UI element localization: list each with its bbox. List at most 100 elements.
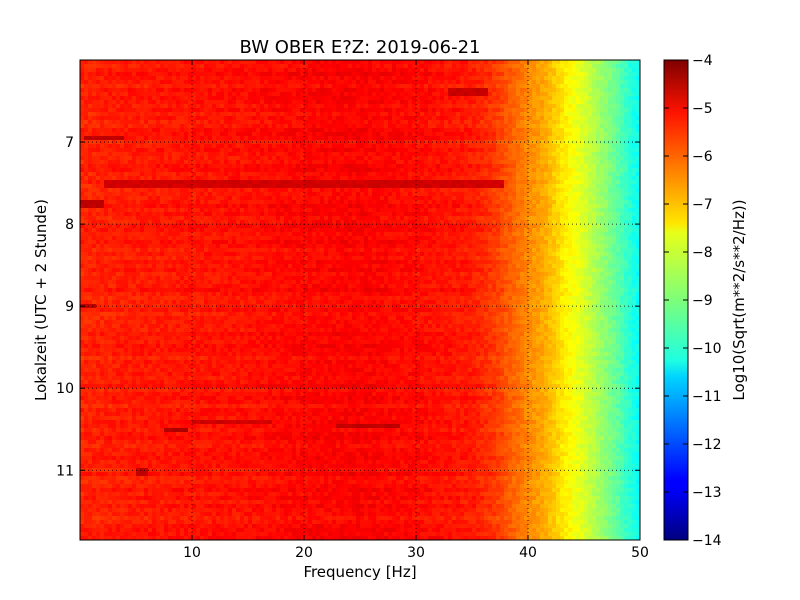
heatmap-cell — [436, 124, 441, 129]
heatmap-cell — [564, 116, 569, 121]
heatmap-cell — [272, 60, 277, 65]
heatmap-cell — [96, 80, 101, 85]
heatmap-cell — [564, 168, 569, 173]
heatmap-cell — [152, 196, 157, 201]
heatmap-cell — [564, 120, 569, 125]
heatmap-cell — [88, 200, 93, 205]
heatmap-cell — [308, 140, 313, 145]
heatmap-cell — [144, 140, 149, 145]
heatmap-cell — [376, 96, 381, 101]
heatmap-cell — [212, 104, 217, 109]
heatmap-cell — [432, 200, 437, 205]
heatmap-cell — [136, 80, 141, 85]
heatmap-cell — [548, 88, 553, 93]
heatmap-cell — [464, 88, 469, 93]
heatmap-cell — [504, 144, 509, 149]
heatmap-cell — [512, 104, 517, 109]
heatmap-cell — [204, 80, 209, 85]
heatmap-cell — [564, 108, 569, 113]
heatmap-cell — [80, 132, 85, 137]
heatmap-cell — [156, 108, 161, 113]
heatmap-cell — [252, 76, 257, 81]
heatmap-cell — [488, 92, 493, 97]
heatmap-cell — [524, 180, 529, 185]
heatmap-cell — [240, 192, 245, 197]
heatmap-cell — [284, 164, 289, 169]
heatmap-cell — [204, 196, 209, 201]
heatmap-cell — [180, 92, 185, 97]
heatmap-cell — [584, 124, 589, 129]
heatmap-cell — [636, 108, 640, 113]
heatmap-cell — [580, 60, 585, 65]
heatmap-cell — [192, 176, 197, 181]
heatmap-cell — [404, 76, 409, 81]
heatmap-cell — [464, 112, 469, 117]
heatmap-cell — [156, 160, 161, 165]
heatmap-cell — [368, 188, 373, 193]
heatmap-cell — [80, 172, 85, 177]
heatmap-cell — [384, 168, 389, 173]
heatmap-cell — [348, 108, 353, 113]
heatmap-cell — [252, 176, 257, 181]
heatmap-cell — [552, 68, 557, 73]
heatmap-cell — [84, 180, 89, 185]
heatmap-cell — [372, 148, 377, 153]
heatmap-cell — [352, 80, 357, 85]
heatmap-cell — [608, 128, 613, 133]
heatmap-cell — [84, 100, 89, 105]
heatmap-cell — [176, 140, 181, 145]
heatmap-cell — [144, 200, 149, 205]
heatmap-cell — [128, 100, 133, 105]
heatmap-cell — [364, 156, 369, 161]
heatmap-cell — [624, 80, 629, 85]
heatmap-cell — [548, 140, 553, 145]
heatmap-cell — [424, 152, 429, 157]
heatmap-cell — [260, 72, 265, 77]
heatmap-cell — [360, 140, 365, 145]
heatmap-cell — [412, 92, 417, 97]
heatmap-cell — [368, 88, 373, 93]
heatmap-cell — [568, 104, 573, 109]
heatmap-cell — [404, 96, 409, 101]
heatmap-cell — [140, 132, 145, 137]
heatmap-cell — [364, 152, 369, 157]
heatmap-cell — [160, 196, 165, 201]
heatmap-cell — [472, 104, 477, 109]
heatmap-cell — [192, 100, 197, 105]
heatmap-cell — [464, 104, 469, 109]
heatmap-cell — [212, 148, 217, 153]
heatmap-cell — [460, 140, 465, 145]
heatmap-cell — [432, 176, 437, 181]
heatmap-cell — [104, 176, 109, 181]
heatmap-cell — [128, 140, 133, 145]
heatmap-cell — [480, 144, 485, 149]
heatmap-cell — [628, 96, 633, 101]
heatmap-cell — [268, 116, 273, 121]
heatmap-cell — [360, 124, 365, 129]
heatmap-cell — [164, 144, 169, 149]
heatmap-cell — [404, 124, 409, 129]
heatmap-cell — [388, 136, 393, 141]
heatmap-cell — [576, 72, 581, 77]
heatmap-cell — [456, 112, 461, 117]
heatmap-cell — [124, 168, 129, 173]
heatmap-cell — [108, 128, 113, 133]
heatmap-cell — [460, 164, 465, 169]
heatmap-cell — [392, 152, 397, 157]
heatmap-cell — [520, 192, 525, 197]
heatmap-cell — [136, 120, 141, 125]
heatmap-cell — [180, 192, 185, 197]
heatmap-cell — [560, 196, 565, 201]
heatmap-cell — [260, 148, 265, 153]
heatmap-cell — [568, 120, 573, 125]
heatmap-cell — [256, 116, 261, 121]
heatmap-cell — [80, 176, 85, 181]
heatmap-cell — [120, 60, 125, 65]
heatmap-cell — [444, 64, 449, 69]
heatmap-cell — [440, 144, 445, 149]
heatmap-cell — [124, 188, 129, 193]
heatmap-cell — [300, 80, 305, 85]
heatmap-cell — [528, 80, 533, 85]
heatmap-cell — [476, 80, 481, 85]
heatmap-cell — [480, 96, 485, 101]
